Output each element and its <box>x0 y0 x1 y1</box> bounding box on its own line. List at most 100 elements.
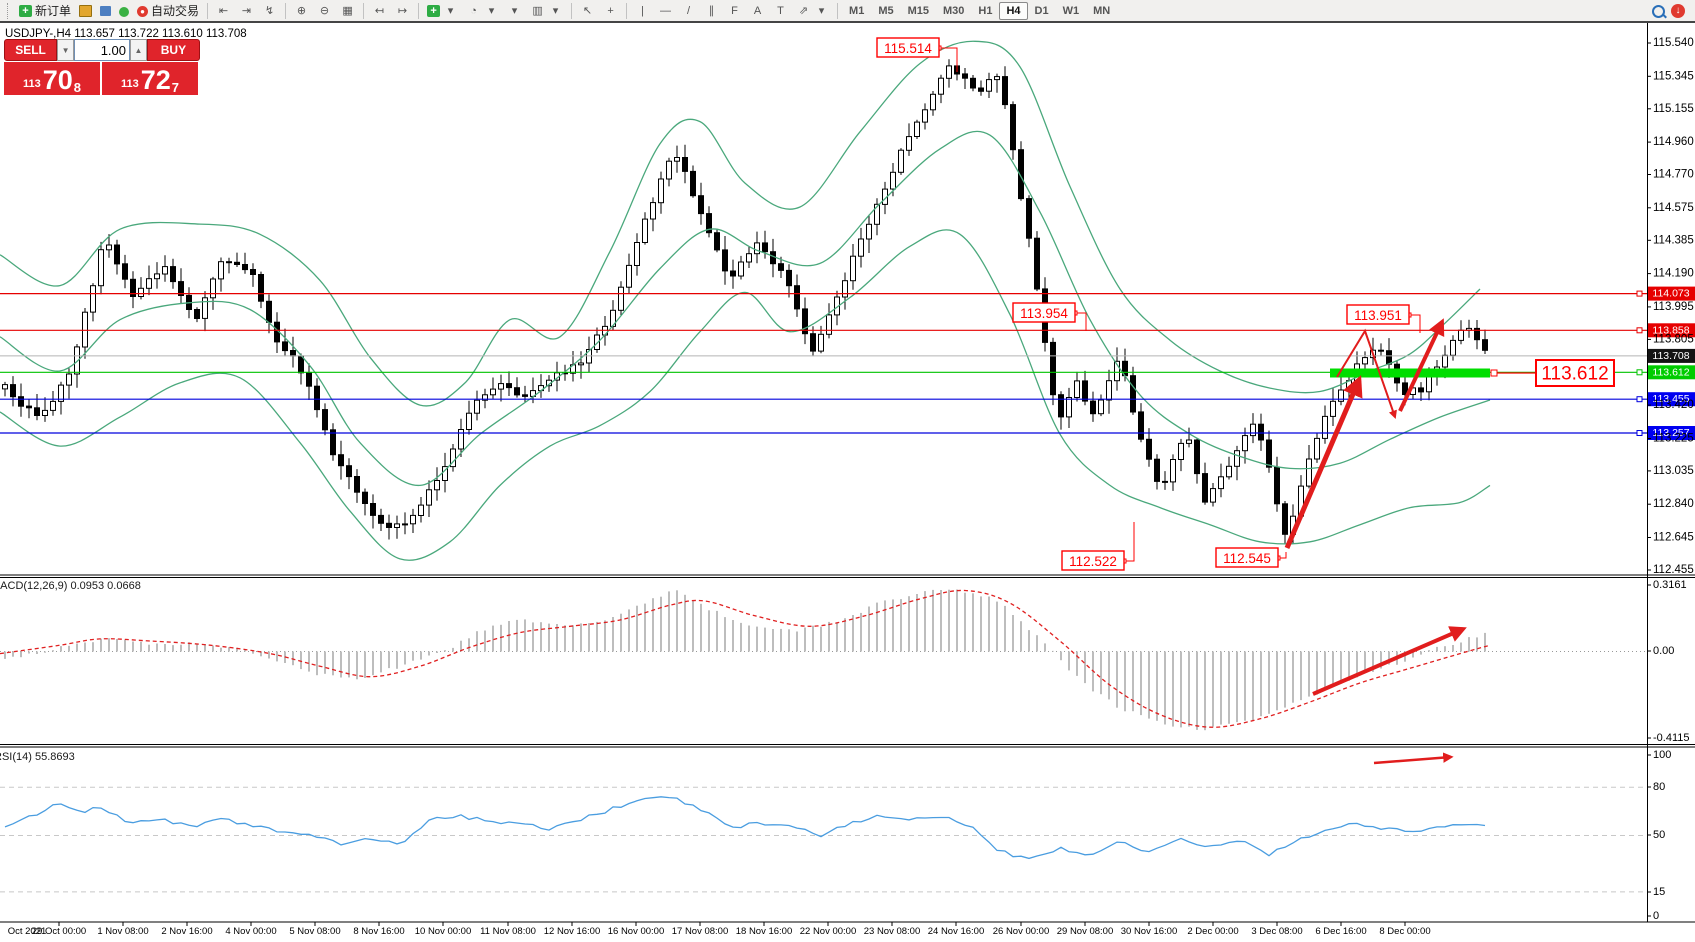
callout-112.522[interactable]: 112.522 <box>1061 522 1135 571</box>
red-arrow[interactable] <box>1398 318 1445 412</box>
step-back-button[interactable]: ↤ <box>368 0 391 22</box>
text-tool-button[interactable]: A <box>746 0 769 22</box>
timeframe-w1[interactable]: W1 <box>1062 4 1080 17</box>
autotrade-button[interactable]: ● 自动交易 <box>133 0 203 22</box>
axis-label: 113.805 <box>1653 333 1694 345</box>
zoom-in-button[interactable]: ⊕ <box>290 0 313 22</box>
candle-body <box>666 160 672 180</box>
timeframe-m5[interactable]: M5 <box>878 4 894 17</box>
callout-113.954[interactable]: 113.954 <box>1012 302 1087 331</box>
candle-body <box>178 281 184 297</box>
macd-pane: 0.3161 0.00 -0.4115 <box>0 579 1690 744</box>
macd-signal-line <box>0 589 1491 728</box>
market-watch-button[interactable] <box>75 0 96 22</box>
chart-profile-button[interactable]: ↯ <box>258 0 281 22</box>
red-arrow[interactable] <box>1373 752 1454 765</box>
drawn-arrows[interactable] <box>1284 318 1467 765</box>
timeframe-h4[interactable]: H4 <box>999 1 1028 20</box>
navigator-button[interactable] <box>96 0 115 22</box>
green-highlight-line[interactable]: 113.612 <box>1330 359 1615 387</box>
chart-type-button[interactable]: ▥ ▾ <box>526 0 567 22</box>
step-forward-button[interactable]: ↦ <box>391 0 414 22</box>
ask-price-display[interactable]: 113 72 7 <box>102 62 198 95</box>
red-arrow[interactable] <box>1336 328 1397 419</box>
big-price-label-box[interactable] <box>1535 359 1615 387</box>
channel-button[interactable]: ∥ <box>700 0 723 22</box>
candle-body <box>1194 439 1200 475</box>
candle-body <box>58 384 64 402</box>
volume-input[interactable] <box>74 39 130 61</box>
toolbar-grip[interactable] <box>7 2 12 19</box>
candle-body <box>874 203 880 225</box>
chart-area: 114.073 113.858 113.708 113.612 113.455 113.2… <box>0 23 1695 942</box>
volume-down-button[interactable]: ▼ <box>57 39 74 61</box>
candle-body <box>466 412 472 431</box>
auto-scroll-button[interactable]: ⇥ <box>235 0 258 22</box>
crosshair-button[interactable]: + <box>599 0 622 22</box>
cursor-button[interactable]: ↖ <box>576 0 599 22</box>
periods-button[interactable]: ◔ ▾ <box>462 0 503 22</box>
hline-handle[interactable] <box>1636 369 1643 376</box>
time-axis-label: 2 Nov 16:00 <box>161 926 212 937</box>
axis-label: 114.575 <box>1653 202 1694 214</box>
tile-windows-button[interactable]: ▦ <box>336 0 359 22</box>
indicators-button[interactable]: + ▾ <box>423 0 462 22</box>
price-axis[interactable]: 115.540 115.345 115.155 114.960 114.770 114.5… <box>1647 37 1694 576</box>
search-icon[interactable] <box>1652 4 1665 18</box>
arrows-tool-button[interactable]: ⇗ ▾ <box>792 0 833 22</box>
volume-up-button[interactable]: ▲ <box>130 39 147 61</box>
time-axis-label: 10 Nov 00:00 <box>415 926 472 937</box>
buy-button[interactable]: BUY <box>146 39 200 61</box>
bid-price-display[interactable]: 113 70 8 <box>4 62 100 95</box>
time-axis-label: 8 Nov 16:00 <box>353 926 404 937</box>
chart-shift-button[interactable]: ⇤ <box>212 0 235 22</box>
vertical-line-button[interactable]: | <box>631 0 654 22</box>
candle-body <box>314 385 320 411</box>
timeframe-mn[interactable]: MN <box>1093 4 1111 17</box>
hline-handle[interactable] <box>1636 396 1643 403</box>
candle-body <box>810 333 816 352</box>
timeframe-m30[interactable]: M30 <box>943 4 965 17</box>
candle-body <box>114 244 120 265</box>
hline-handle[interactable] <box>1636 327 1643 334</box>
timeframe-m1[interactable]: M1 <box>849 4 865 17</box>
callout-112.545[interactable]: 112.545 <box>1215 547 1287 568</box>
ask-price-sup: 7 <box>171 80 180 95</box>
new-order-button[interactable]: + 新订单 <box>15 0 75 22</box>
timeframe-d1[interactable]: D1 <box>1034 4 1049 17</box>
candle-body <box>858 238 864 257</box>
pane-borders <box>0 23 1695 922</box>
red-arrow[interactable] <box>1284 375 1363 549</box>
label-tool-button[interactable]: T <box>769 0 792 22</box>
callout-115.514[interactable]: 115.514 <box>876 37 958 72</box>
step-forward-icon: ↦ <box>397 4 408 17</box>
sell-button[interactable]: SELL <box>4 39 58 61</box>
candle-body <box>770 251 776 265</box>
fibonacci-button[interactable]: F <box>723 0 746 22</box>
signals-button[interactable] <box>115 0 133 22</box>
candle-body <box>386 522 392 528</box>
update-notification-icon[interactable]: ↓ <box>1671 4 1685 18</box>
candle-body <box>898 149 904 173</box>
chart-type-caret-icon: ▾ <box>552 4 559 17</box>
arrows-tool-icon: ⇗ <box>798 4 809 17</box>
callout-113.951[interactable]: 113.951 <box>1346 304 1421 333</box>
timeframe-h1[interactable]: H1 <box>978 4 993 17</box>
price-chart[interactable]: 114.073 113.858 113.708 113.612 113.455 113.2… <box>0 23 1695 942</box>
templates-button[interactable]: ▾ <box>503 0 526 22</box>
candle-body <box>482 394 488 401</box>
red-arrow[interactable] <box>1312 626 1467 696</box>
horizontal-line-button[interactable]: — <box>654 0 677 22</box>
candle-body <box>74 346 80 375</box>
price-badge <box>1648 392 1695 407</box>
candle-body <box>746 253 752 263</box>
hline-handle[interactable] <box>1636 430 1643 436</box>
zoom-out-button[interactable]: ⊖ <box>313 0 336 22</box>
candle-body <box>738 261 744 277</box>
candle-body <box>1186 439 1192 444</box>
trendline-button[interactable]: / <box>677 0 700 22</box>
timeframe-m15[interactable]: M15 <box>907 4 929 17</box>
price-badge-text: 113.858 <box>1652 324 1689 336</box>
hline-handle[interactable] <box>1636 290 1643 297</box>
